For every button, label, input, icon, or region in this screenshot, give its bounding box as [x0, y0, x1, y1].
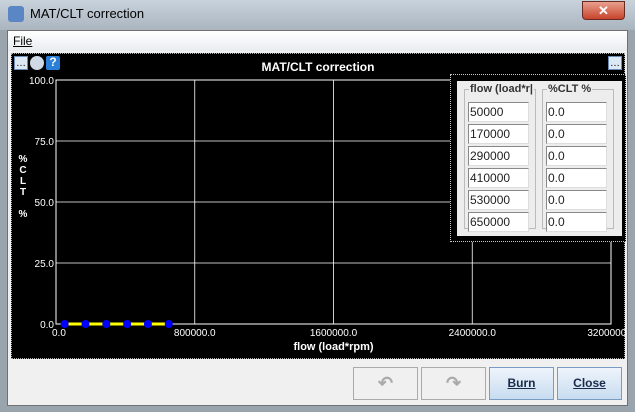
y-tick-label: 50.0: [35, 198, 55, 209]
menu-bar: File: [8, 31, 627, 51]
clt-cell[interactable]: 0.0: [546, 190, 607, 210]
clt-header: %CLT %: [547, 83, 593, 95]
y-tick-label: 100.0: [29, 76, 54, 87]
flow-header: flow (load*r|: [469, 83, 534, 95]
data-point: [102, 320, 111, 328]
clt-cell[interactable]: 0.0: [546, 146, 607, 166]
x-axis-label: flow (load*rpm): [293, 341, 373, 353]
y-tick-label: 75.0: [35, 137, 55, 148]
data-point: [60, 320, 69, 328]
y-tick-label: 25.0: [35, 259, 55, 270]
clt-cell[interactable]: 0.0: [546, 168, 607, 188]
flow-cell[interactable]: 410000: [468, 168, 529, 188]
redo-button[interactable]: ↷: [421, 367, 486, 400]
app-icon: [8, 6, 24, 22]
flow-column: flow (load*r| 50000 170000 290000 410000 530…: [464, 83, 536, 232]
y-axis-label: % C L T %: [19, 154, 28, 220]
data-point: [164, 320, 173, 328]
flow-cell[interactable]: 530000: [468, 190, 529, 210]
x-tick-label: 1600000.0: [310, 328, 358, 339]
close-button[interactable]: Close: [557, 367, 622, 400]
clt-cell[interactable]: 0.0: [546, 212, 607, 232]
burn-button[interactable]: Burn: [489, 367, 554, 400]
data-point: [123, 320, 132, 328]
data-point: [143, 320, 152, 328]
x-tick-label: 2400000.0: [449, 328, 497, 339]
menu-file[interactable]: File: [13, 34, 33, 48]
undo-button[interactable]: ↶: [353, 367, 418, 400]
corner-menu-icon[interactable]: …: [608, 56, 622, 70]
x-tick-label: 800000.0: [174, 328, 216, 339]
chart-panel: … ? MAT/CLT correction … 0.0 800000.0 1600…: [11, 53, 626, 359]
chart-title: MAT/CLT correction: [261, 60, 375, 74]
x-tick-label: 0.0: [52, 328, 66, 339]
window-client: File … ? MAT/CLT correction … 0.0 800000.…: [7, 30, 628, 406]
table-panel: flow (load*r| 50000 170000 290000 410000 530…: [450, 74, 626, 242]
x-tick-label: 3200000.0: [587, 328, 626, 339]
y-tick-label: 0.0: [40, 320, 54, 331]
clt-column: %CLT % 0.0 0.0 0.0 0.0 0.0 0.0: [542, 83, 614, 232]
menu-icon[interactable]: …: [14, 56, 28, 70]
title-bar: MAT/CLT correction ✕: [0, 0, 635, 30]
clt-cell[interactable]: 0.0: [546, 102, 607, 122]
flow-cell[interactable]: 650000: [468, 212, 529, 232]
window-close-button[interactable]: ✕: [582, 1, 625, 20]
flow-cell[interactable]: 170000: [468, 124, 529, 144]
window-title: MAT/CLT correction: [30, 6, 145, 21]
flow-cell[interactable]: 290000: [468, 146, 529, 166]
data-point: [81, 320, 90, 328]
flow-cell[interactable]: 50000: [468, 102, 529, 122]
clt-cell[interactable]: 0.0: [546, 124, 607, 144]
help-icon[interactable]: ?: [46, 56, 60, 70]
brush-icon[interactable]: [30, 56, 44, 70]
